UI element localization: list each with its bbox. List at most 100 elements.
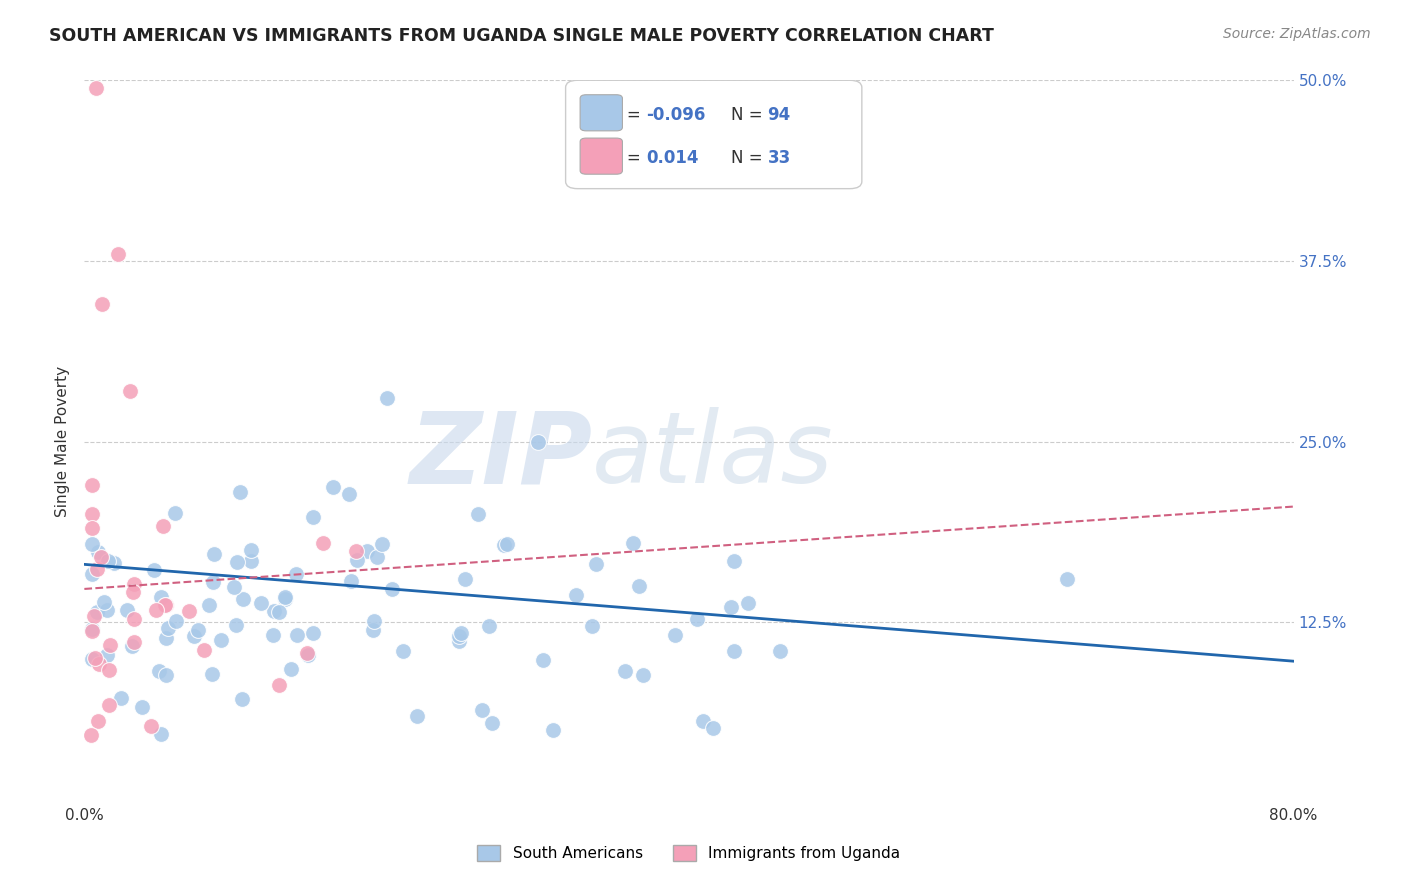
- Point: [110, 690, 132, 705]
- Point: [122, 612, 145, 626]
- Legend: South Americans, Immigrants from Uganda: South Americans, Immigrants from Uganda: [471, 839, 907, 867]
- FancyBboxPatch shape: [565, 80, 862, 189]
- Point: [107, 246, 129, 260]
- Point: [80, 521, 103, 535]
- Point: [477, 619, 499, 633]
- Point: [449, 629, 471, 643]
- Point: [301, 625, 323, 640]
- Point: [80, 507, 103, 521]
- Point: [86, 80, 108, 95]
- Point: [613, 665, 636, 679]
- Point: [274, 592, 297, 607]
- Text: R =: R =: [610, 149, 647, 167]
- Point: [285, 628, 308, 642]
- Point: [585, 558, 607, 572]
- Point: [263, 604, 285, 618]
- Text: N =: N =: [731, 105, 768, 124]
- Text: atlas: atlas: [592, 408, 834, 505]
- Point: [177, 604, 200, 618]
- Point: [197, 598, 219, 612]
- Point: [83, 608, 105, 623]
- Point: [124, 577, 146, 591]
- Point: [453, 572, 475, 586]
- Point: [96, 648, 118, 663]
- Point: [543, 723, 565, 737]
- Point: [361, 623, 384, 637]
- Point: [122, 635, 145, 649]
- Point: [149, 727, 172, 741]
- Point: [337, 486, 360, 500]
- Point: [723, 553, 745, 567]
- Point: [86, 562, 108, 576]
- Point: [581, 619, 603, 633]
- Point: [183, 629, 205, 643]
- Point: [391, 644, 413, 658]
- Point: [153, 598, 176, 612]
- Point: [232, 592, 254, 607]
- Point: [148, 665, 170, 679]
- Point: [301, 510, 323, 524]
- Point: [141, 719, 163, 733]
- Point: [98, 638, 121, 652]
- Point: [86, 605, 108, 619]
- Point: [720, 599, 742, 614]
- Point: [297, 648, 319, 662]
- Point: [280, 663, 302, 677]
- Point: [467, 507, 489, 521]
- Point: [80, 624, 103, 639]
- Point: [339, 574, 361, 588]
- Point: [201, 666, 224, 681]
- Point: [79, 728, 101, 742]
- Point: [240, 554, 263, 568]
- Point: [80, 622, 103, 636]
- Text: N =: N =: [731, 149, 768, 167]
- Point: [80, 478, 103, 492]
- Point: [103, 556, 125, 570]
- Point: [263, 628, 285, 642]
- FancyBboxPatch shape: [581, 138, 623, 174]
- Text: ZIP: ZIP: [409, 408, 592, 505]
- Point: [131, 700, 153, 714]
- Text: 33: 33: [768, 149, 790, 167]
- Point: [285, 566, 308, 581]
- Point: [225, 618, 247, 632]
- Point: [375, 391, 398, 405]
- Point: [209, 632, 232, 647]
- Point: [155, 598, 177, 612]
- Point: [481, 716, 503, 731]
- Point: [231, 691, 253, 706]
- Text: Source: ZipAtlas.com: Source: ZipAtlas.com: [1223, 27, 1371, 41]
- Point: [737, 596, 759, 610]
- Point: [93, 595, 115, 609]
- Point: [295, 646, 318, 660]
- Point: [406, 709, 429, 723]
- Point: [274, 591, 297, 605]
- Y-axis label: Single Male Poverty: Single Male Poverty: [55, 366, 70, 517]
- Point: [723, 644, 745, 658]
- Point: [87, 714, 110, 729]
- Point: [312, 535, 335, 549]
- Point: [628, 578, 651, 592]
- Point: [346, 553, 368, 567]
- Point: [193, 643, 215, 657]
- Point: [222, 580, 245, 594]
- Point: [633, 668, 655, 682]
- Point: [527, 434, 550, 449]
- Point: [83, 651, 105, 665]
- FancyBboxPatch shape: [581, 95, 623, 131]
- Point: [267, 677, 290, 691]
- Point: [381, 582, 404, 596]
- Point: [202, 547, 225, 561]
- Point: [157, 621, 180, 635]
- Point: [269, 605, 291, 619]
- Point: [163, 507, 186, 521]
- Text: -0.096: -0.096: [647, 105, 706, 124]
- Point: [366, 550, 388, 565]
- Point: [692, 714, 714, 728]
- Point: [664, 628, 686, 642]
- Point: [97, 554, 120, 568]
- Point: [80, 567, 103, 582]
- Point: [492, 538, 515, 552]
- Point: [471, 703, 494, 717]
- Point: [80, 537, 103, 551]
